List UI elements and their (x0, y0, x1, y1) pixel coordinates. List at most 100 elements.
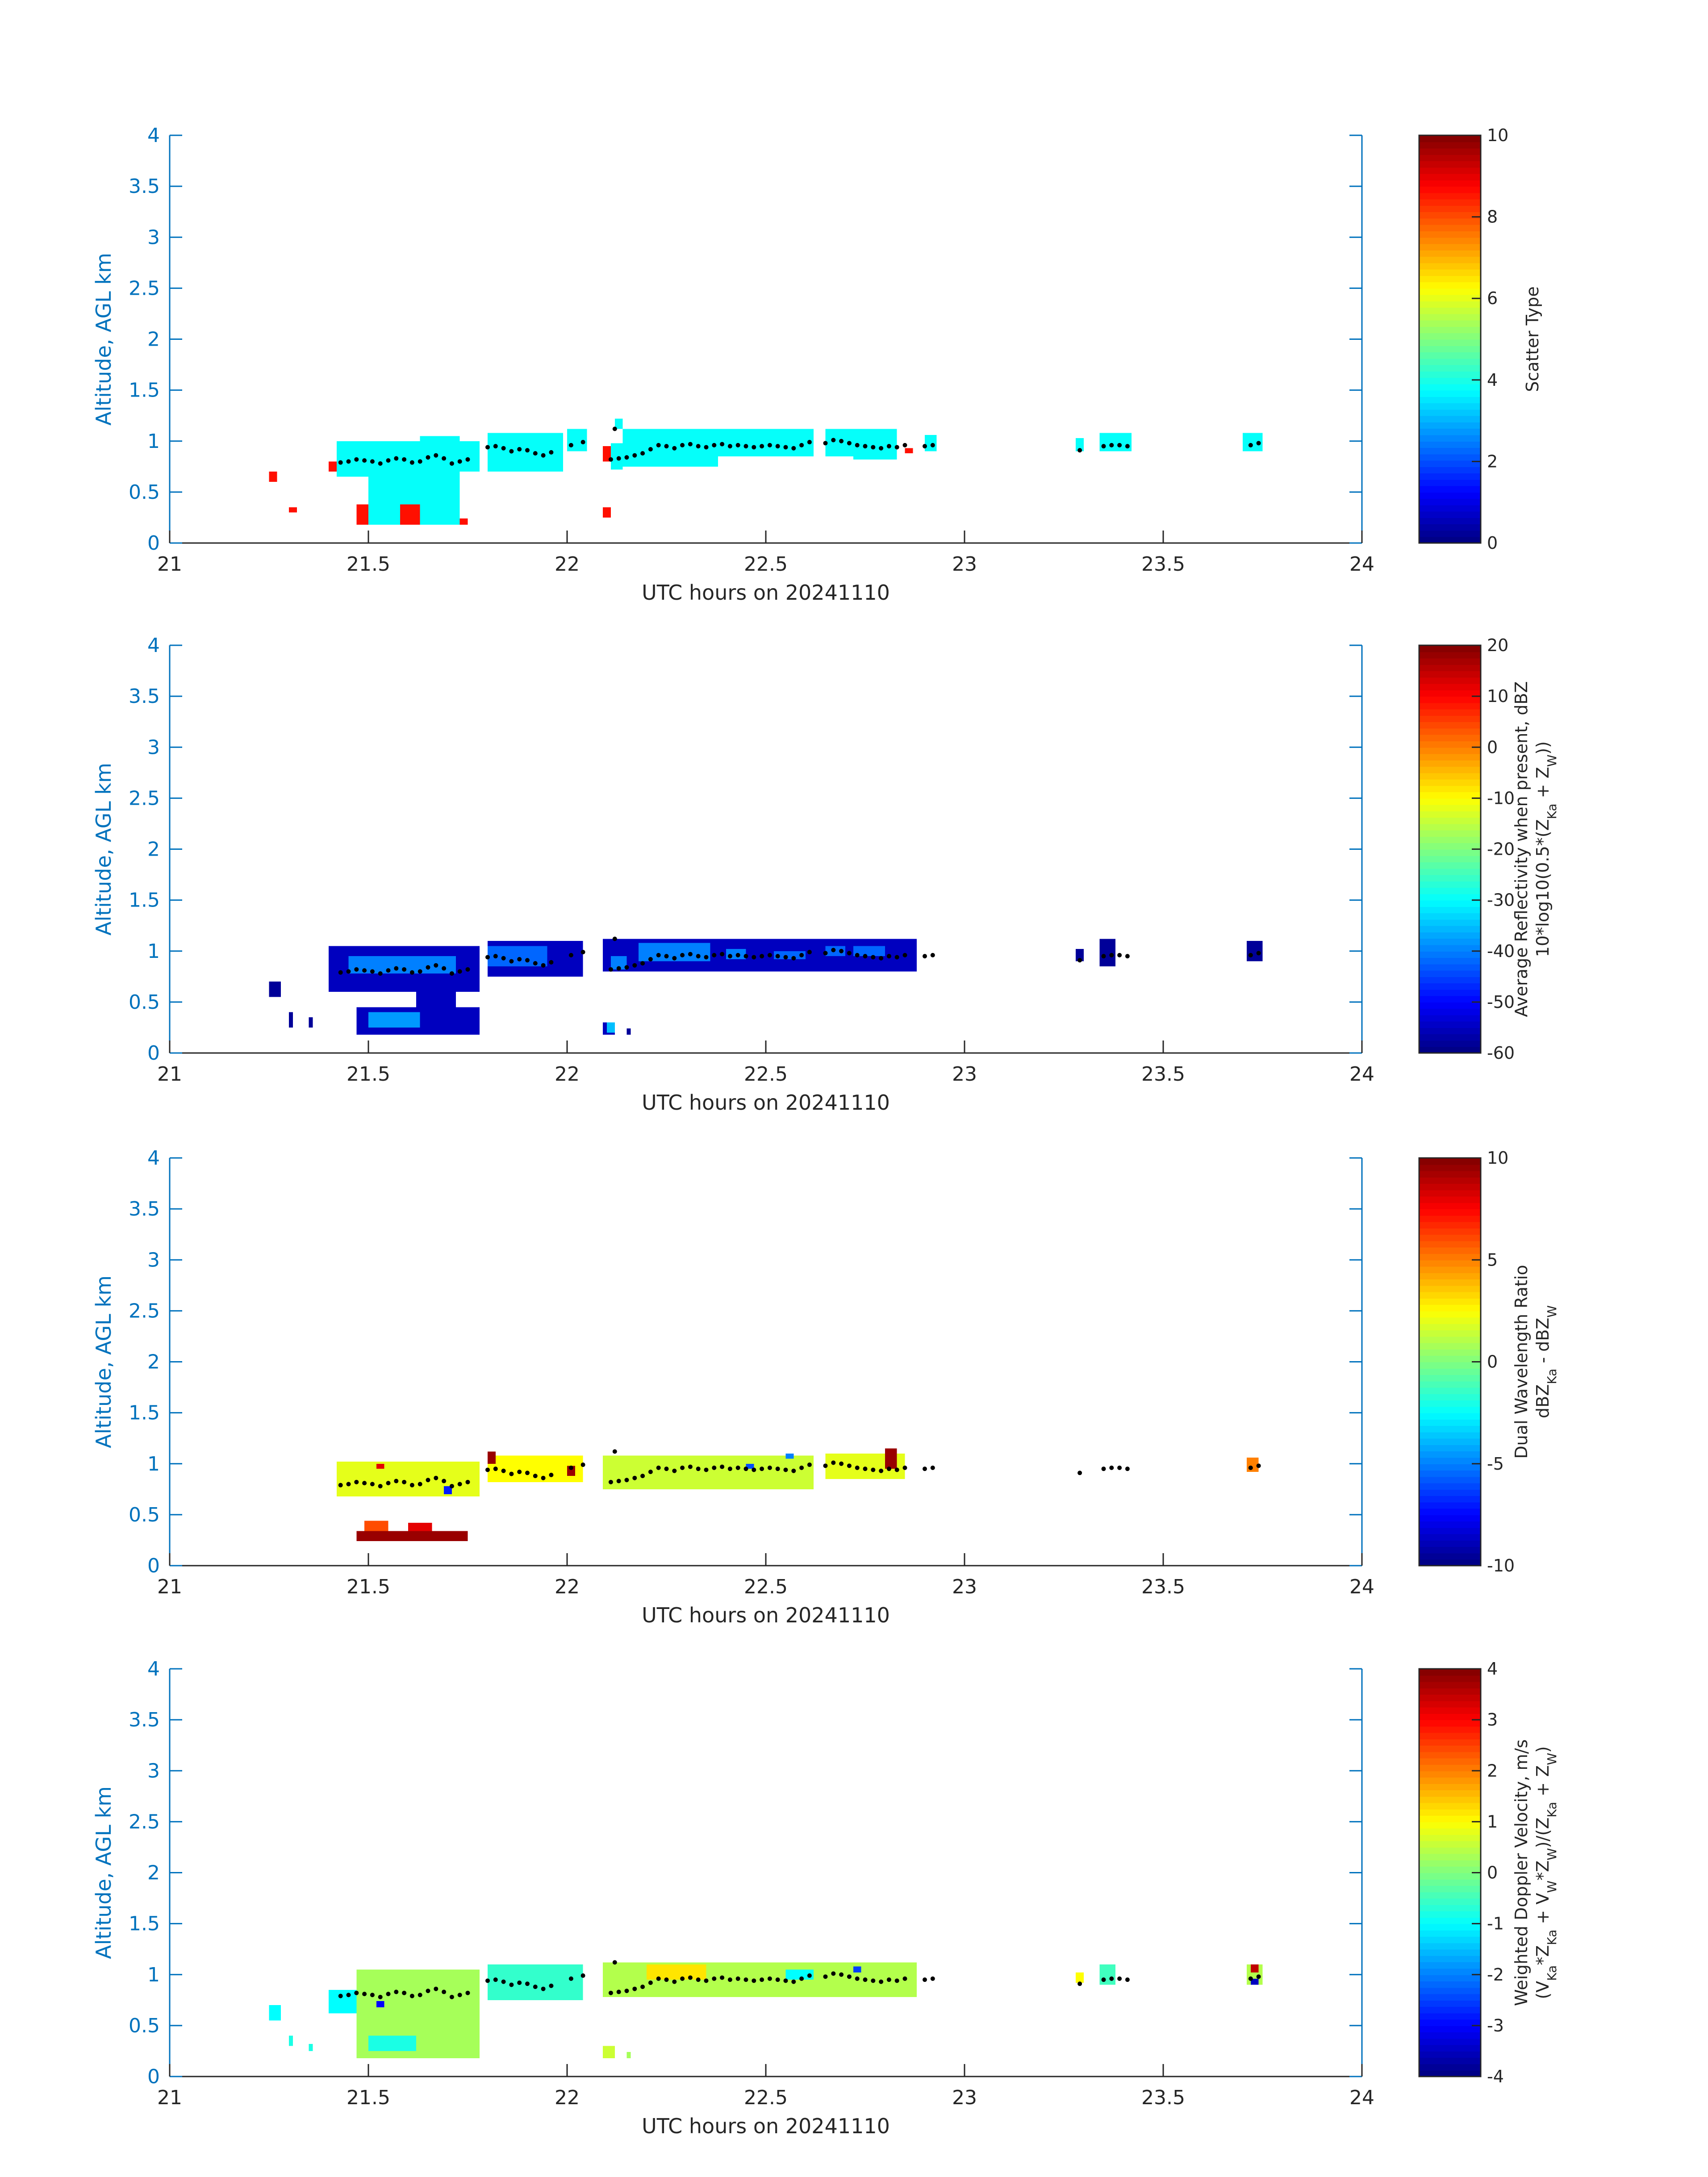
x-tick-label: 22 (555, 1575, 580, 1598)
colorbar-step (1419, 1215, 1481, 1222)
y-tick-label: 1 (147, 1453, 160, 1475)
cloud-base-point (1109, 953, 1114, 957)
cloud-base-point (799, 443, 804, 447)
colorbar-label: Average Reflectivity when present, dBZ (1512, 681, 1531, 1017)
colorbar-step (1419, 1751, 1481, 1759)
colorbar-step (1419, 1228, 1481, 1235)
colorbar-step (1419, 454, 1481, 461)
data-cell (376, 1463, 384, 1469)
cloud-base-point (1125, 444, 1130, 449)
colorbar-tick-label: -10 (1487, 1556, 1515, 1575)
cloud-base-point (879, 1979, 884, 1984)
colorbar-tick-label: -10 (1487, 788, 1515, 808)
cloud-base-point (855, 1465, 860, 1470)
cloud-base-point (346, 459, 351, 464)
cloud-base-point (426, 1989, 430, 1993)
colorbar-step (1419, 894, 1481, 901)
cloud-base-point (402, 1990, 407, 1995)
colorbar-step (1419, 1400, 1481, 1407)
colorbar-step (1419, 1962, 1481, 1969)
colorbar-step (1419, 2038, 1481, 2045)
cloud-base-point (370, 969, 375, 974)
cloud-base-point (839, 949, 844, 953)
cloud-base-point (338, 460, 343, 465)
colorbar-step (1419, 1362, 1481, 1369)
cloud-base-point (509, 1982, 514, 1987)
cloud-base-point (517, 1470, 522, 1475)
colorbar-step (1419, 1291, 1481, 1299)
colorbar-step (1419, 1027, 1481, 1035)
colorbar-step (1419, 1713, 1481, 1721)
cloud-base-point (485, 1978, 490, 1983)
y-tick-label: 2.5 (129, 277, 160, 300)
colorbar-step (1419, 1272, 1481, 1280)
colorbar-step (1419, 900, 1481, 907)
x-tick-label: 23.5 (1141, 1575, 1185, 1598)
cloud-base-point (632, 453, 637, 458)
colorbar-step (1419, 913, 1481, 920)
cloud-base-point (493, 954, 498, 959)
cloud-base-point (902, 1976, 907, 1981)
cloud-base-point (362, 968, 367, 973)
y-tick-label: 0.5 (129, 1504, 160, 1526)
data-cell (925, 435, 937, 451)
colorbar-step (1419, 1008, 1481, 1015)
cloud-base-point (760, 1977, 764, 1982)
data-cell (905, 448, 913, 454)
colorbar-step (1419, 1298, 1481, 1305)
cloud-base-point (493, 1467, 498, 1471)
x-tick-label: 21.5 (347, 553, 390, 576)
colorbar-step (1419, 243, 1481, 251)
colorbar-step (1419, 1221, 1481, 1228)
cloud-base-point (743, 1977, 748, 1982)
cloud-base-point (624, 455, 629, 460)
cloud-base-point (863, 954, 868, 959)
colorbar-step (1419, 192, 1481, 200)
x-tick-label: 23 (952, 1575, 977, 1598)
cloud-base-point (894, 1467, 899, 1472)
colorbar-step (1419, 792, 1481, 799)
cloud-base-point (855, 443, 860, 447)
colorbar-step (1419, 1701, 1481, 1708)
colorbar-step (1419, 1866, 1481, 1873)
cloud-base-point (1117, 1976, 1122, 1981)
colorbar-step (1419, 218, 1481, 225)
colorbar-step (1419, 1534, 1481, 1541)
colorbar-step (1419, 447, 1481, 455)
cloud-base-point (799, 1976, 804, 1981)
cloud-base-point (902, 1465, 907, 1470)
data-cell (269, 982, 281, 997)
cloud-base-point (735, 443, 740, 447)
cloud-base-point (855, 1976, 860, 1981)
cloud-base-point (1101, 444, 1106, 449)
colorbar-step (1419, 1323, 1481, 1331)
cloud-base-point (823, 1463, 828, 1468)
data-cell (368, 2035, 416, 2051)
cloud-base-point (402, 1479, 407, 1484)
data-cell (289, 507, 297, 513)
cloud-base-point (1077, 1981, 1082, 1986)
colorbar-step (1419, 753, 1481, 760)
data-cell (364, 1521, 388, 1531)
cloud-base-point (426, 455, 430, 460)
y-tick-label: 2 (147, 1862, 160, 1885)
cloud-base-point (386, 458, 391, 463)
cloud-base-point (767, 1976, 772, 1981)
cloud-base-point (760, 954, 764, 959)
colorbar-step (1419, 1777, 1481, 1784)
y-axis-label: Altitude, AGL km (92, 253, 116, 426)
cloud-base-point (727, 954, 732, 959)
y-tick-label: 2.5 (129, 1300, 160, 1322)
colorbar-step (1419, 333, 1481, 340)
cloud-base-point (1109, 443, 1114, 447)
y-tick-label: 3 (147, 226, 160, 249)
data-cell (356, 1531, 468, 1542)
colorbar-step (1419, 887, 1481, 894)
colorbar-step (1419, 2057, 1481, 2064)
cloud-base-point (879, 1468, 884, 1473)
cloud-base-point (696, 1467, 701, 1471)
cloud-base-point (354, 967, 359, 972)
colorbar-step (1419, 995, 1481, 1003)
cloud-base-point (1125, 954, 1130, 959)
